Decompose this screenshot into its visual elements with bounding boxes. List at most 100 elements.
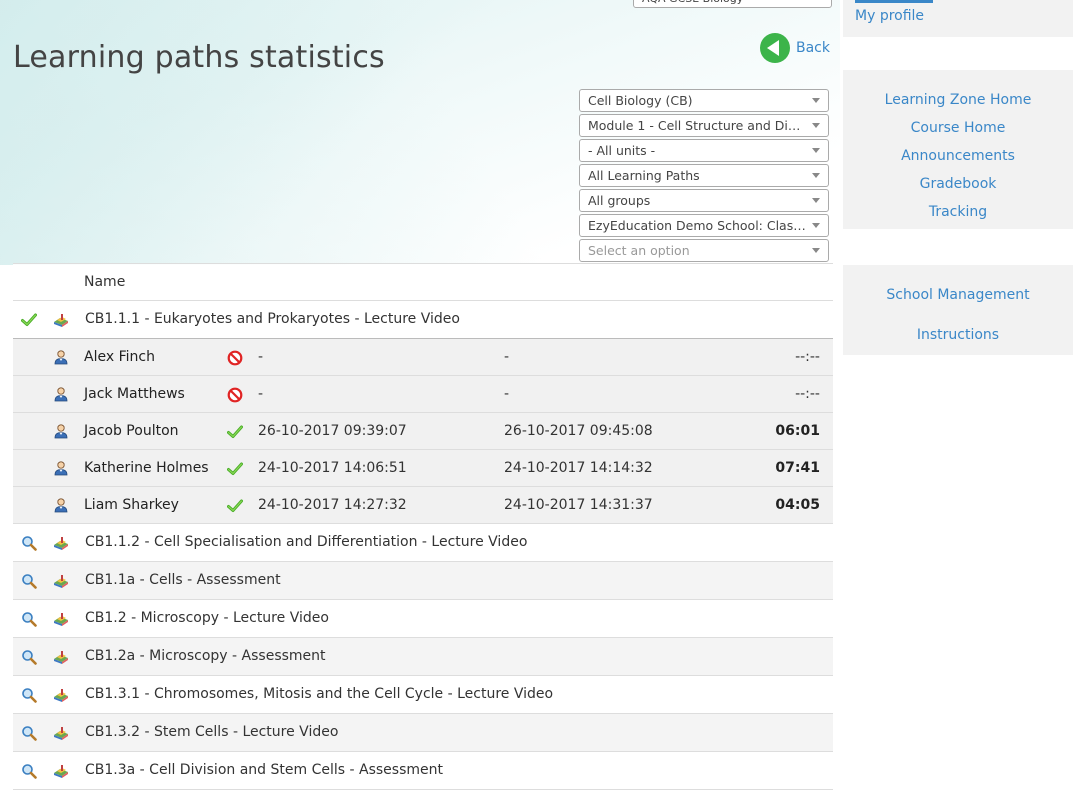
learning-path-name: CB1.3.2 - Stem Cells - Lecture Video: [85, 724, 339, 740]
dropdown-arrow-icon: [812, 198, 820, 203]
end-time: 26-10-2017 09:45:08: [504, 423, 653, 439]
learning-path-row[interactable]: CB1.3a - Cell Division and Stem Cells - …: [13, 752, 833, 790]
end-time: 24-10-2017 14:14:32: [504, 460, 653, 476]
page-title: Learning paths statistics: [13, 40, 385, 75]
red-forbidden-icon: [227, 350, 243, 366]
magnifier-icon[interactable]: [21, 573, 37, 589]
learning-path-name: CB1.1.2 - Cell Specialisation and Differ…: [85, 534, 528, 550]
student-name: Jack Matthews: [84, 386, 185, 402]
sidebar-tools: School Management Instructions: [843, 265, 1073, 355]
duration: 06:01: [775, 423, 820, 439]
filter-select-value: Select an option: [588, 243, 690, 258]
learning-path-name: CB1.2 - Microscopy - Lecture Video: [85, 610, 329, 626]
learning-path-icon: [52, 725, 70, 743]
learning-path-name: CB1.1a - Cells - Assessment: [85, 572, 281, 588]
sidebar-link-announcements[interactable]: Announcements: [901, 148, 1015, 164]
student-name: Liam Sharkey: [84, 497, 179, 513]
green-check-icon: [227, 424, 243, 440]
green-check-icon: [21, 312, 37, 328]
start-time: -: [258, 386, 264, 402]
student-row: Jack Matthews - - --:--: [13, 376, 833, 413]
sidebar-nav: Learning Zone Home Course Home Announcemen…: [843, 70, 1073, 229]
filters-panel: Cell Biology (CB) Module 1 - Cell Structu…: [579, 89, 829, 264]
profile-underline: [855, 0, 933, 3]
dropdown-arrow-icon: [812, 173, 820, 178]
end-time: -: [504, 349, 510, 365]
sidebar-link-learning-zone-home[interactable]: Learning Zone Home: [884, 92, 1032, 108]
column-header-name: Name: [84, 274, 126, 290]
learning-path-row-expanded[interactable]: CB1.1.1 - Eukaryotes and Prokaryotes - L…: [13, 301, 833, 339]
duration: --:--: [795, 386, 820, 402]
start-time: 26-10-2017 09:39:07: [258, 423, 407, 439]
green-check-icon: [227, 498, 243, 514]
table-header: Name: [13, 263, 833, 301]
learning-path-row[interactable]: CB1.3.1 - Chromosomes, Mitosis and the C…: [13, 676, 833, 714]
learning-path-icon: [52, 312, 70, 330]
student-row: Jacob Poulton 26-10-2017 09:39:07 26-10-20…: [13, 413, 833, 450]
student-icon: [53, 497, 69, 513]
filter-select-2[interactable]: Module 1 - Cell Structure and Division: [579, 114, 829, 137]
filter-select-value: Cell Biology (CB): [588, 93, 693, 108]
duration: --:--: [795, 349, 820, 365]
green-check-icon: [227, 461, 243, 477]
filter-select-5[interactable]: All groups: [579, 189, 829, 212]
sidebar-link-school-management[interactable]: School Management: [886, 287, 1030, 303]
filter-select-4[interactable]: All Learning Paths: [579, 164, 829, 187]
learning-path-row[interactable]: CB1.1a - Cells - Assessment: [13, 562, 833, 600]
dropdown-arrow-icon: [812, 123, 820, 128]
filter-select-3[interactable]: - All units -: [579, 139, 829, 162]
sidebar-link-course-home[interactable]: Course Home: [910, 120, 1006, 136]
dropdown-arrow-icon: [812, 98, 820, 103]
magnifier-icon[interactable]: [21, 611, 37, 627]
learning-path-icon: [52, 649, 70, 667]
duration: 04:05: [775, 497, 820, 513]
back-arrow-icon: [760, 33, 790, 63]
filter-select-1[interactable]: Cell Biology (CB): [579, 89, 829, 112]
filter-select-6[interactable]: EzyEducation Demo School: Class 1: [579, 214, 829, 237]
student-name: Jacob Poulton: [84, 423, 179, 439]
back-button[interactable]: Back: [760, 33, 830, 63]
magnifier-icon[interactable]: [21, 763, 37, 779]
stats-table: Name CB1.1.1 - Eukaryotes and Prokaryote…: [13, 263, 833, 790]
learning-path-icon: [52, 687, 70, 705]
magnifier-icon[interactable]: [21, 535, 37, 551]
learning-path-icon: [52, 573, 70, 591]
student-name: Alex Finch: [84, 349, 155, 365]
red-forbidden-icon: [227, 387, 243, 403]
student-row: Alex Finch - - --:--: [13, 339, 833, 376]
sidebar-link-tracking[interactable]: Tracking: [928, 204, 988, 220]
sidebar-link-instructions[interactable]: Instructions: [916, 327, 1000, 343]
learning-path-icon: [52, 535, 70, 553]
my-profile-link[interactable]: My profile: [855, 8, 925, 24]
back-label: Back: [796, 40, 830, 56]
learning-path-row[interactable]: CB1.1.2 - Cell Specialisation and Differ…: [13, 524, 833, 562]
learning-path-row[interactable]: CB1.3.2 - Stem Cells - Lecture Video: [13, 714, 833, 752]
magnifier-icon[interactable]: [21, 687, 37, 703]
learning-path-name: CB1.3.1 - Chromosomes, Mitosis and the C…: [85, 686, 554, 702]
learning-path-icon: [52, 611, 70, 629]
filter-select-value: EzyEducation Demo School: Class 1: [588, 218, 812, 233]
main-content: AQA GCSE Biology Learning paths statisti…: [13, 0, 833, 790]
dropdown-arrow-icon: [812, 223, 820, 228]
dropdown-arrow-icon: [812, 248, 820, 253]
filter-select-value: All groups: [588, 193, 651, 208]
magnifier-icon[interactable]: [21, 725, 37, 741]
sidebar-link-gradebook[interactable]: Gradebook: [919, 176, 997, 192]
student-icon: [53, 386, 69, 402]
learning-path-name: CB1.3a - Cell Division and Stem Cells - …: [85, 762, 443, 778]
student-icon: [53, 460, 69, 476]
student-name: Katherine Holmes: [84, 460, 209, 476]
student-icon: [53, 349, 69, 365]
learning-path-row[interactable]: CB1.2a - Microscopy - Assessment: [13, 638, 833, 676]
start-time: 24-10-2017 14:27:32: [258, 497, 407, 513]
duration: 07:41: [775, 460, 820, 476]
learning-path-name: CB1.1.1 - Eukaryotes and Prokaryotes - L…: [85, 311, 460, 327]
filter-select-7[interactable]: Select an option: [579, 239, 829, 262]
start-time: -: [258, 349, 264, 365]
student-row: Liam Sharkey 24-10-2017 14:27:32 24-10-201…: [13, 487, 833, 524]
magnifier-icon[interactable]: [21, 649, 37, 665]
filter-select-value: - All units -: [588, 143, 656, 158]
learning-path-row[interactable]: CB1.2 - Microscopy - Lecture Video: [13, 600, 833, 638]
filter-select-value: Module 1 - Cell Structure and Division: [588, 118, 825, 133]
course-select[interactable]: AQA GCSE Biology: [633, 0, 832, 8]
